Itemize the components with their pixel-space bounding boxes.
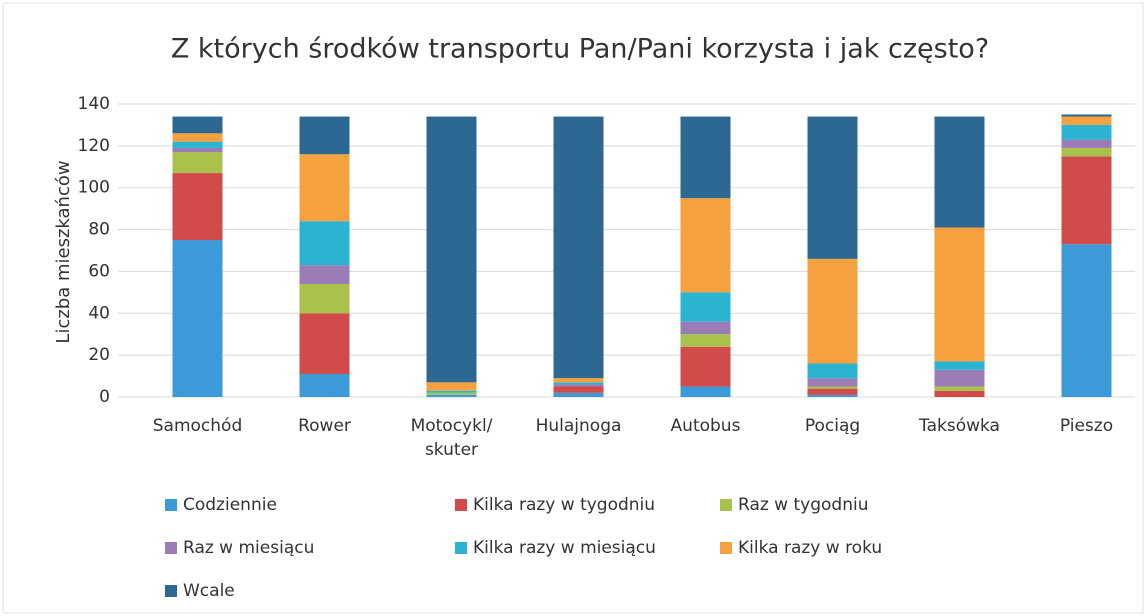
bar-segment (807, 258, 858, 364)
bar-segment (172, 147, 223, 153)
bar-segment (934, 390, 985, 397)
legend-swatch (455, 499, 467, 511)
y-tick-label: 40 (88, 303, 110, 323)
bar-segment (807, 378, 858, 387)
bar-segment (1061, 116, 1112, 125)
legend-label: Raz w miesiącu (183, 538, 314, 558)
bar-segment (1061, 124, 1112, 140)
bar-segment (807, 388, 858, 395)
bar-segment (426, 392, 477, 395)
bar-segment (299, 221, 350, 266)
x-tick-label: Taksówka (919, 416, 1000, 436)
bar-segment (172, 133, 223, 142)
bar-segment (934, 386, 985, 391)
x-tick-label: Samochód (152, 416, 243, 436)
legend-swatch (165, 499, 177, 511)
y-tick-label: 60 (88, 261, 110, 281)
y-axis-label: Liczba mieszkańców (53, 160, 74, 343)
x-tick-label: Hulajnoga (535, 416, 622, 436)
legend-label: Raz w tygodniu (738, 495, 868, 515)
bar-segment (299, 283, 350, 314)
bar-segment (807, 386, 858, 389)
legend-label: Kilka razy w tygodniu (473, 495, 655, 515)
chart-title: Z których środków transportu Pan/Pani ko… (171, 34, 989, 65)
bar-segment (426, 382, 477, 391)
bar-segment (299, 313, 350, 374)
bar-segment (680, 292, 731, 322)
y-tick-label: 20 (88, 345, 110, 365)
legend-swatch (720, 499, 732, 511)
bar-segment (807, 394, 858, 397)
bar-segment (680, 334, 731, 347)
y-tick-label: 100 (78, 178, 110, 198)
x-tick-label: Pociąg (804, 416, 861, 436)
bar-segment (1061, 147, 1112, 157)
bar-segment (680, 198, 731, 293)
bar-segment (426, 390, 477, 393)
bar-segment (1061, 114, 1112, 117)
legend-swatch (165, 542, 177, 554)
y-tick-label: 140 (78, 94, 110, 114)
bar-segment (553, 386, 604, 393)
y-tick-label: 80 (88, 220, 110, 240)
bar-segment (680, 116, 731, 199)
y-tick-label: 0 (99, 387, 110, 407)
legend-label: Kilka razy w roku (738, 538, 882, 558)
bar-segment (934, 369, 985, 387)
x-tick-label: Autobus (670, 416, 741, 436)
bar-segment (1061, 139, 1112, 148)
bar-segment (172, 141, 223, 148)
bar-segment (299, 265, 350, 284)
bar-segment (680, 346, 731, 387)
x-tick-label: Motocykl/ skuter (410, 416, 493, 460)
bar-segment (934, 116, 985, 228)
bar-segment (553, 392, 604, 397)
bar-segment (680, 321, 731, 335)
bar-segment (934, 227, 985, 362)
legend-label: Kilka razy w miesiącu (473, 538, 656, 558)
bar-segment (299, 154, 350, 222)
bar-segment (1061, 156, 1112, 245)
bar-segment (553, 384, 604, 387)
bar-segment (807, 363, 858, 379)
bar-segment (299, 116, 350, 155)
y-tick-label: 120 (78, 136, 110, 156)
legend-label: Codziennie (183, 495, 277, 515)
x-tick-label: Rower (298, 416, 351, 436)
bar-segment (1061, 244, 1112, 397)
bar-segment (553, 116, 604, 379)
bar-segment (807, 116, 858, 259)
bar-segment (426, 116, 477, 383)
bar-segment (172, 152, 223, 174)
legend-label: Wcale (183, 581, 235, 601)
legend-swatch (720, 542, 732, 554)
bar-segment (426, 394, 477, 397)
x-tick-label: Pieszo (1059, 416, 1114, 436)
legend-swatch (165, 585, 177, 597)
bar-segment (553, 382, 604, 385)
legend-swatch (455, 542, 467, 554)
bar-segment (172, 116, 223, 134)
bar-segment (172, 173, 223, 241)
bar-segment (299, 373, 350, 397)
bar-segment (553, 378, 604, 383)
bar-segment (934, 361, 985, 370)
bar-segment (680, 386, 731, 397)
bar-segment (172, 240, 223, 397)
